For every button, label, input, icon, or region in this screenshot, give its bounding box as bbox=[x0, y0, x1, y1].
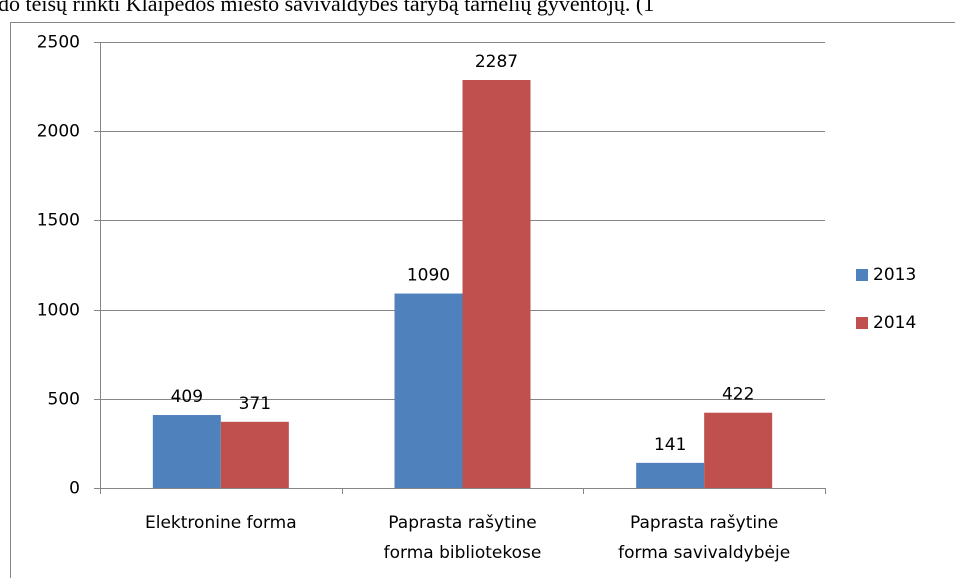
x-tick-label-line: Paprasta rašytine bbox=[630, 513, 778, 533]
y-tick-label: 2000 bbox=[37, 122, 80, 142]
y-tick-label: 1500 bbox=[37, 211, 80, 231]
y-tick-label: 1000 bbox=[37, 301, 80, 321]
x-tick-label-line: forma bibliotekose bbox=[384, 543, 542, 563]
legend-label: 2013 bbox=[873, 265, 916, 285]
x-tick-label-line: forma savivaldybėje bbox=[618, 543, 790, 563]
bar bbox=[220, 421, 289, 488]
bar bbox=[152, 415, 221, 488]
data-label: 409 bbox=[171, 387, 203, 407]
bar bbox=[462, 79, 531, 488]
data-label: 1090 bbox=[407, 266, 450, 286]
data-label: 422 bbox=[722, 385, 754, 405]
x-tick-label: Paprasta rašytine forma bibliotekose bbox=[384, 513, 542, 563]
chart-title: do teisų rinkti Klaipėdos miesto savival… bbox=[0, 0, 654, 16]
title-background bbox=[0, 0, 955, 21]
data-label: 371 bbox=[239, 394, 271, 414]
legend-swatch bbox=[856, 269, 868, 281]
legend-swatch bbox=[856, 317, 868, 329]
x-tick-label: Paprasta rašytine forma savivaldybėje bbox=[618, 513, 790, 563]
y-tick-label: 0 bbox=[69, 479, 80, 499]
x-tick-label-line: Elektronine forma bbox=[145, 513, 297, 533]
bar bbox=[704, 412, 773, 488]
bar bbox=[394, 293, 463, 488]
x-tick-label-line: Paprasta rašytine bbox=[388, 513, 536, 533]
bar bbox=[636, 462, 705, 488]
legend-label: 2014 bbox=[873, 313, 916, 333]
y-tick-label: 500 bbox=[48, 390, 80, 410]
data-label: 141 bbox=[654, 435, 686, 455]
data-label: 2287 bbox=[475, 52, 518, 72]
y-tick-label: 2500 bbox=[37, 33, 80, 53]
x-tick-label: Elektronine forma bbox=[145, 513, 297, 533]
